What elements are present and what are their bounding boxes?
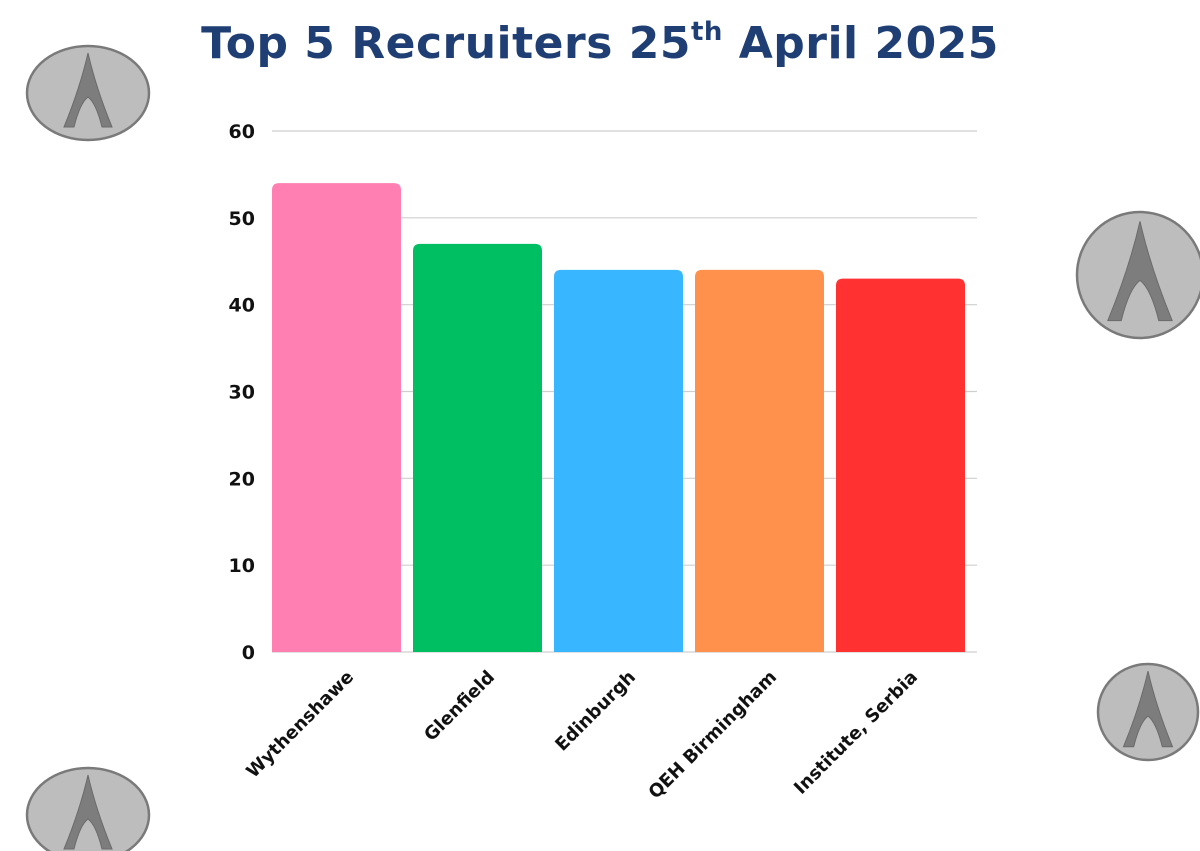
bar-wythenshawe: [272, 183, 401, 652]
x-axis-labels: Wythenshawe Glenfield Edinburgh QEH Birming…: [242, 667, 922, 804]
a-logo-icon: [1075, 210, 1200, 340]
bar-glenfield: [413, 243, 542, 652]
chart-title: Top 5 Recruiters 25th April 2025: [201, 17, 999, 69]
y-tick-label: 10: [229, 555, 255, 577]
x-tick-label: Wythenshawe: [242, 667, 358, 783]
a-logo-icon: [25, 44, 151, 142]
bar-qeh-birmingham: [695, 269, 824, 652]
y-tick-label: 0: [242, 642, 255, 664]
title-superscript: th: [690, 17, 723, 47]
y-tick-label: 40: [229, 295, 255, 317]
a-logo-icon: [1096, 662, 1200, 762]
y-axis-ticks: 0 10 20 30 40 50 60: [229, 121, 255, 664]
y-tick-label: 20: [229, 468, 255, 490]
x-tick-label: Edinburgh: [551, 667, 640, 756]
bar-institute-serbia: [836, 278, 965, 652]
y-tick-label: 50: [229, 208, 255, 230]
y-tick-label: 60: [229, 121, 255, 143]
bars: [272, 183, 965, 652]
x-tick-label: Institute, Serbia: [790, 667, 922, 799]
a-logo-icon: [25, 766, 151, 851]
x-tick-label: QEH Birmingham: [645, 667, 782, 804]
y-tick-label: 30: [229, 382, 255, 404]
x-tick-label: Glenfield: [420, 667, 499, 746]
logo-watermarks: [25, 44, 1200, 851]
bar-edinburgh: [554, 269, 683, 652]
